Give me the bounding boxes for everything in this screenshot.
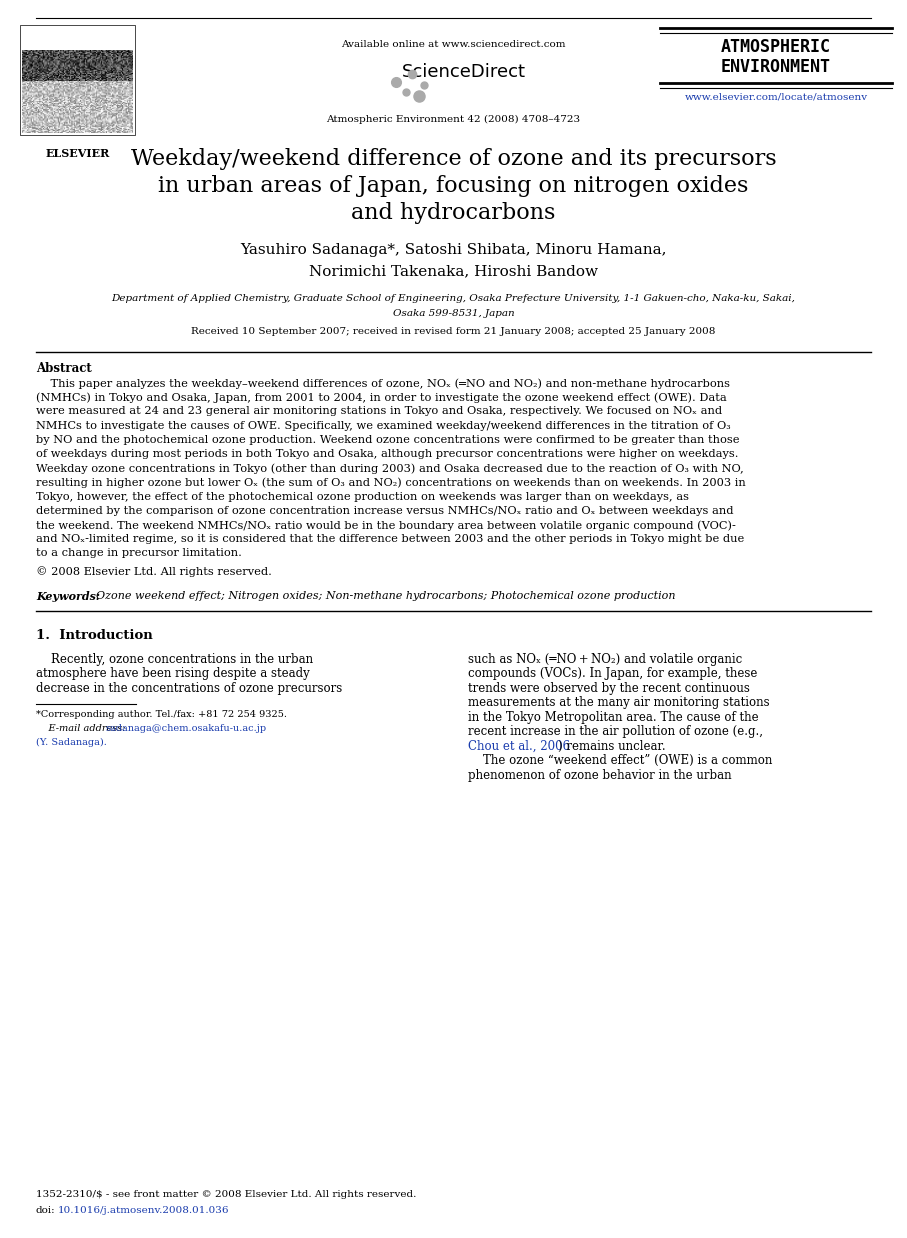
Text: the weekend. The weekend NMHCs/NOₓ ratio would be in the boundary area between v: the weekend. The weekend NMHCs/NOₓ ratio… [36, 520, 736, 531]
Text: recent increase in the air pollution of ozone (e.g.,: recent increase in the air pollution of … [469, 725, 764, 738]
Text: determined by the comparison of ozone concentration increase versus NMHCs/NOₓ ra: determined by the comparison of ozone co… [36, 506, 734, 516]
Text: phenomenon of ozone behavior in the urban: phenomenon of ozone behavior in the urba… [469, 769, 732, 782]
Text: by NO and the photochemical ozone production. Weekend ozone concentrations were : by NO and the photochemical ozone produc… [36, 435, 739, 444]
Text: Abstract: Abstract [36, 361, 92, 375]
Text: Norimichi Takenaka, Hiroshi Bandow: Norimichi Takenaka, Hiroshi Bandow [309, 264, 598, 279]
Text: NMHCs to investigate the causes of OWE. Specifically, we examined weekday/weeken: NMHCs to investigate the causes of OWE. … [36, 421, 731, 431]
Bar [20, 25, 135, 135]
Text: Recently, ozone concentrations in the urban: Recently, ozone concentrations in the ur… [36, 652, 313, 666]
Text: measurements at the many air monitoring stations: measurements at the many air monitoring … [469, 696, 770, 709]
Text: were measured at 24 and 23 general air monitoring stations in Tokyo and Osaka, r: were measured at 24 and 23 general air m… [36, 406, 722, 416]
Text: *Corresponding author. Tel./fax: +81 72 254 9325.: *Corresponding author. Tel./fax: +81 72 … [36, 711, 287, 719]
Text: Atmospheric Environment 42 (2008) 4708–4723: Atmospheric Environment 42 (2008) 4708–4… [327, 115, 580, 124]
Text: atmosphere have been rising despite a steady: atmosphere have been rising despite a st… [36, 667, 310, 681]
Text: Tokyo, however, the effect of the photochemical ozone production on weekends was: Tokyo, however, the effect of the photoc… [36, 491, 689, 501]
Text: 1352-2310/$ - see front matter © 2008 Elsevier Ltd. All rights reserved.: 1352-2310/$ - see front matter © 2008 El… [36, 1190, 416, 1198]
Text: Chou et al., 2006: Chou et al., 2006 [469, 740, 571, 753]
Text: Yasuhiro Sadanaga*, Satoshi Shibata, Minoru Hamana,: Yasuhiro Sadanaga*, Satoshi Shibata, Min… [240, 243, 667, 258]
Text: and hydrocarbons: and hydrocarbons [351, 202, 556, 224]
Text: Available online at www.sciencedirect.com: Available online at www.sciencedirect.co… [341, 40, 566, 50]
Text: Osaka 599-8531, Japan: Osaka 599-8531, Japan [393, 310, 514, 318]
Text: resulting in higher ozone but lower Oₓ (the sum of O₃ and NO₂) concentrations on: resulting in higher ozone but lower Oₓ (… [36, 478, 746, 488]
Text: 10.1016/j.atmosenv.2008.01.036: 10.1016/j.atmosenv.2008.01.036 [58, 1206, 229, 1214]
Text: © 2008 Elsevier Ltd. All rights reserved.: © 2008 Elsevier Ltd. All rights reserved… [36, 567, 272, 577]
Text: ) remains unclear.: ) remains unclear. [559, 740, 666, 753]
Text: ELSEVIER: ELSEVIER [45, 149, 110, 158]
Text: The ozone “weekend effect” (OWE) is a common: The ozone “weekend effect” (OWE) is a co… [469, 754, 773, 768]
Text: www.elsevier.com/locate/atmosenv: www.elsevier.com/locate/atmosenv [685, 93, 868, 102]
Text: of weekdays during most periods in both Tokyo and Osaka, although precursor conc: of weekdays during most periods in both … [36, 449, 738, 459]
Text: E-mail address:: E-mail address: [36, 724, 129, 733]
Text: in the Tokyo Metropolitan area. The cause of the: in the Tokyo Metropolitan area. The caus… [469, 711, 759, 724]
Text: in urban areas of Japan, focusing on nitrogen oxides: in urban areas of Japan, focusing on nit… [159, 175, 748, 197]
Text: Ozone weekend effect; Nitrogen oxides; Non-methane hydrocarbons; Photochemical o: Ozone weekend effect; Nitrogen oxides; N… [96, 591, 676, 600]
Text: Received 10 September 2007; received in revised form 21 January 2008; accepted 2: Received 10 September 2007; received in … [191, 327, 716, 335]
Text: Department of Applied Chemistry, Graduate School of Engineering, Osaka Prefectur: Department of Applied Chemistry, Graduat… [112, 293, 795, 303]
Text: Weekday ozone concentrations in Tokyo (other than during 2003) and Osaka decreas: Weekday ozone concentrations in Tokyo (o… [36, 463, 744, 474]
Text: ScienceDirect: ScienceDirect [402, 63, 525, 80]
Text: ENVIRONMENT: ENVIRONMENT [721, 58, 831, 76]
Text: such as NOₓ (═NO + NO₂) and volatile organic: such as NOₓ (═NO + NO₂) and volatile org… [469, 652, 743, 666]
Text: Keywords:: Keywords: [36, 591, 100, 602]
Text: decrease in the concentrations of ozone precursors: decrease in the concentrations of ozone … [36, 682, 342, 695]
Text: trends were observed by the recent continuous: trends were observed by the recent conti… [469, 682, 750, 695]
Text: sadanaga@chem.osakafu-u.ac.jp: sadanaga@chem.osakafu-u.ac.jp [106, 724, 268, 733]
Text: This paper analyzes the weekday–weekend differences of ozone, NOₓ (═NO and NO₂) : This paper analyzes the weekday–weekend … [36, 378, 730, 389]
Text: 1.  Introduction: 1. Introduction [36, 629, 152, 641]
Text: to a change in precursor limitation.: to a change in precursor limitation. [36, 548, 242, 558]
Text: (NMHCs) in Tokyo and Osaka, Japan, from 2001 to 2004, in order to investigate th: (NMHCs) in Tokyo and Osaka, Japan, from … [36, 392, 727, 402]
Text: (Y. Sadanaga).: (Y. Sadanaga). [36, 738, 107, 748]
Text: Weekday/weekend difference of ozone and its precursors: Weekday/weekend difference of ozone and … [131, 149, 776, 170]
Text: and NOₓ-limited regime, so it is considered that the difference between 2003 and: and NOₓ-limited regime, so it is conside… [36, 535, 745, 545]
Text: compounds (VOCs). In Japan, for example, these: compounds (VOCs). In Japan, for example,… [469, 667, 758, 681]
Text: doi:: doi: [36, 1206, 55, 1214]
Text: ATMOSPHERIC: ATMOSPHERIC [721, 38, 831, 56]
